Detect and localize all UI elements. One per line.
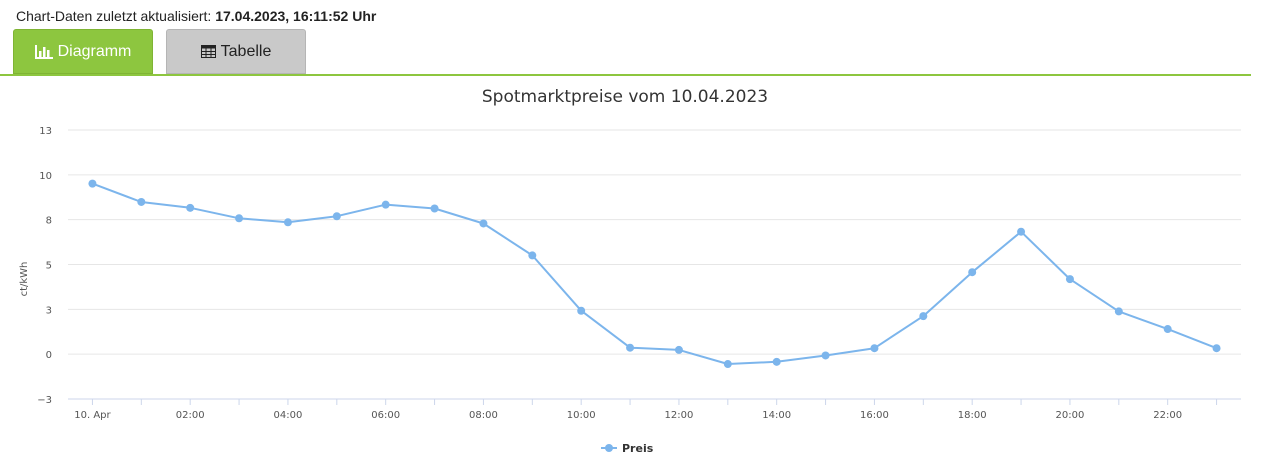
bar-chart-icon xyxy=(34,44,53,59)
data-point[interactable] xyxy=(283,218,292,227)
data-point[interactable] xyxy=(723,360,732,369)
data-point[interactable] xyxy=(88,179,97,188)
y-tick-label: 10 xyxy=(39,171,52,182)
y-tick-label: 8 xyxy=(46,216,52,227)
update-info: Chart-Daten zuletzt aktualisiert: 17.04.… xyxy=(16,8,376,24)
y-tick-label: 3 xyxy=(46,305,52,316)
data-point[interactable] xyxy=(186,203,195,212)
data-point[interactable] xyxy=(1017,227,1026,236)
x-tick-label: 12:00 xyxy=(665,410,694,421)
update-prefix: Chart-Daten zuletzt aktualisiert: xyxy=(16,8,212,24)
tab-tabelle-label: Tabelle xyxy=(220,42,272,60)
data-point[interactable] xyxy=(381,200,390,209)
data-point[interactable] xyxy=(137,197,146,206)
x-tick-label: 20:00 xyxy=(1056,410,1085,421)
data-point[interactable] xyxy=(430,204,439,213)
chart-title: Spotmarktpreise vom 10.04.2023 xyxy=(482,87,768,107)
y-axis-ticks: 13 10 8 5 3 0 −3 xyxy=(37,126,52,406)
data-point[interactable] xyxy=(577,306,586,315)
x-tick-label: 10. Apr xyxy=(74,410,111,421)
view-tabs: Diagramm Tabelle xyxy=(13,29,306,74)
table-icon xyxy=(200,45,216,58)
data-point[interactable] xyxy=(479,219,488,228)
x-tick-label: 16:00 xyxy=(860,410,889,421)
x-axis-ticks: 10. Apr 02:00 04:00 06:00 08:00 10:00 12:00 14:… xyxy=(74,399,1218,421)
data-point[interactable] xyxy=(919,312,928,321)
grid-lines xyxy=(68,129,1241,400)
data-point[interactable] xyxy=(821,351,830,360)
data-point[interactable] xyxy=(528,251,537,260)
data-point[interactable] xyxy=(1212,344,1221,353)
data-point[interactable] xyxy=(772,357,781,366)
data-point[interactable] xyxy=(626,343,635,352)
tab-tabelle[interactable]: Tabelle xyxy=(166,29,306,74)
data-point[interactable] xyxy=(1114,307,1123,316)
tab-divider xyxy=(0,74,1251,76)
y-axis-title: ct/kWh xyxy=(19,262,30,297)
data-point[interactable] xyxy=(332,212,341,221)
x-tick-label: 08:00 xyxy=(469,410,498,421)
legend-label-preis: Preis xyxy=(622,442,654,455)
data-point[interactable] xyxy=(235,214,244,223)
legend[interactable]: Preis xyxy=(601,442,654,455)
x-tick-label: 18:00 xyxy=(958,410,987,421)
data-point[interactable] xyxy=(674,345,683,354)
y-tick-label: 0 xyxy=(46,350,52,361)
series-preis xyxy=(88,179,1221,369)
y-tick-label: 13 xyxy=(39,126,52,137)
x-tick-label: 10:00 xyxy=(567,410,596,421)
data-point[interactable] xyxy=(1163,325,1172,334)
x-tick-label: 22:00 xyxy=(1153,410,1182,421)
update-timestamp: 17.04.2023, 16:11:52 Uhr xyxy=(215,8,377,24)
y-tick-label: −3 xyxy=(37,395,52,406)
y-tick-label: 5 xyxy=(46,261,52,272)
price-chart: Spotmarktpreise vom 10.04.2023 13 10 8 5 3 0 −… xyxy=(19,87,1241,455)
tab-diagramm-label: Diagramm xyxy=(57,42,132,60)
x-tick-label: 04:00 xyxy=(274,410,303,421)
data-point[interactable] xyxy=(870,344,879,353)
x-tick-label: 06:00 xyxy=(371,410,400,421)
tab-diagramm[interactable]: Diagramm xyxy=(13,29,153,74)
x-tick-label: 14:00 xyxy=(762,410,791,421)
data-point[interactable] xyxy=(1065,275,1074,284)
series-line xyxy=(92,182,1217,365)
data-point[interactable] xyxy=(968,268,977,277)
legend-marker xyxy=(605,444,613,452)
x-tick-label: 02:00 xyxy=(176,410,205,421)
